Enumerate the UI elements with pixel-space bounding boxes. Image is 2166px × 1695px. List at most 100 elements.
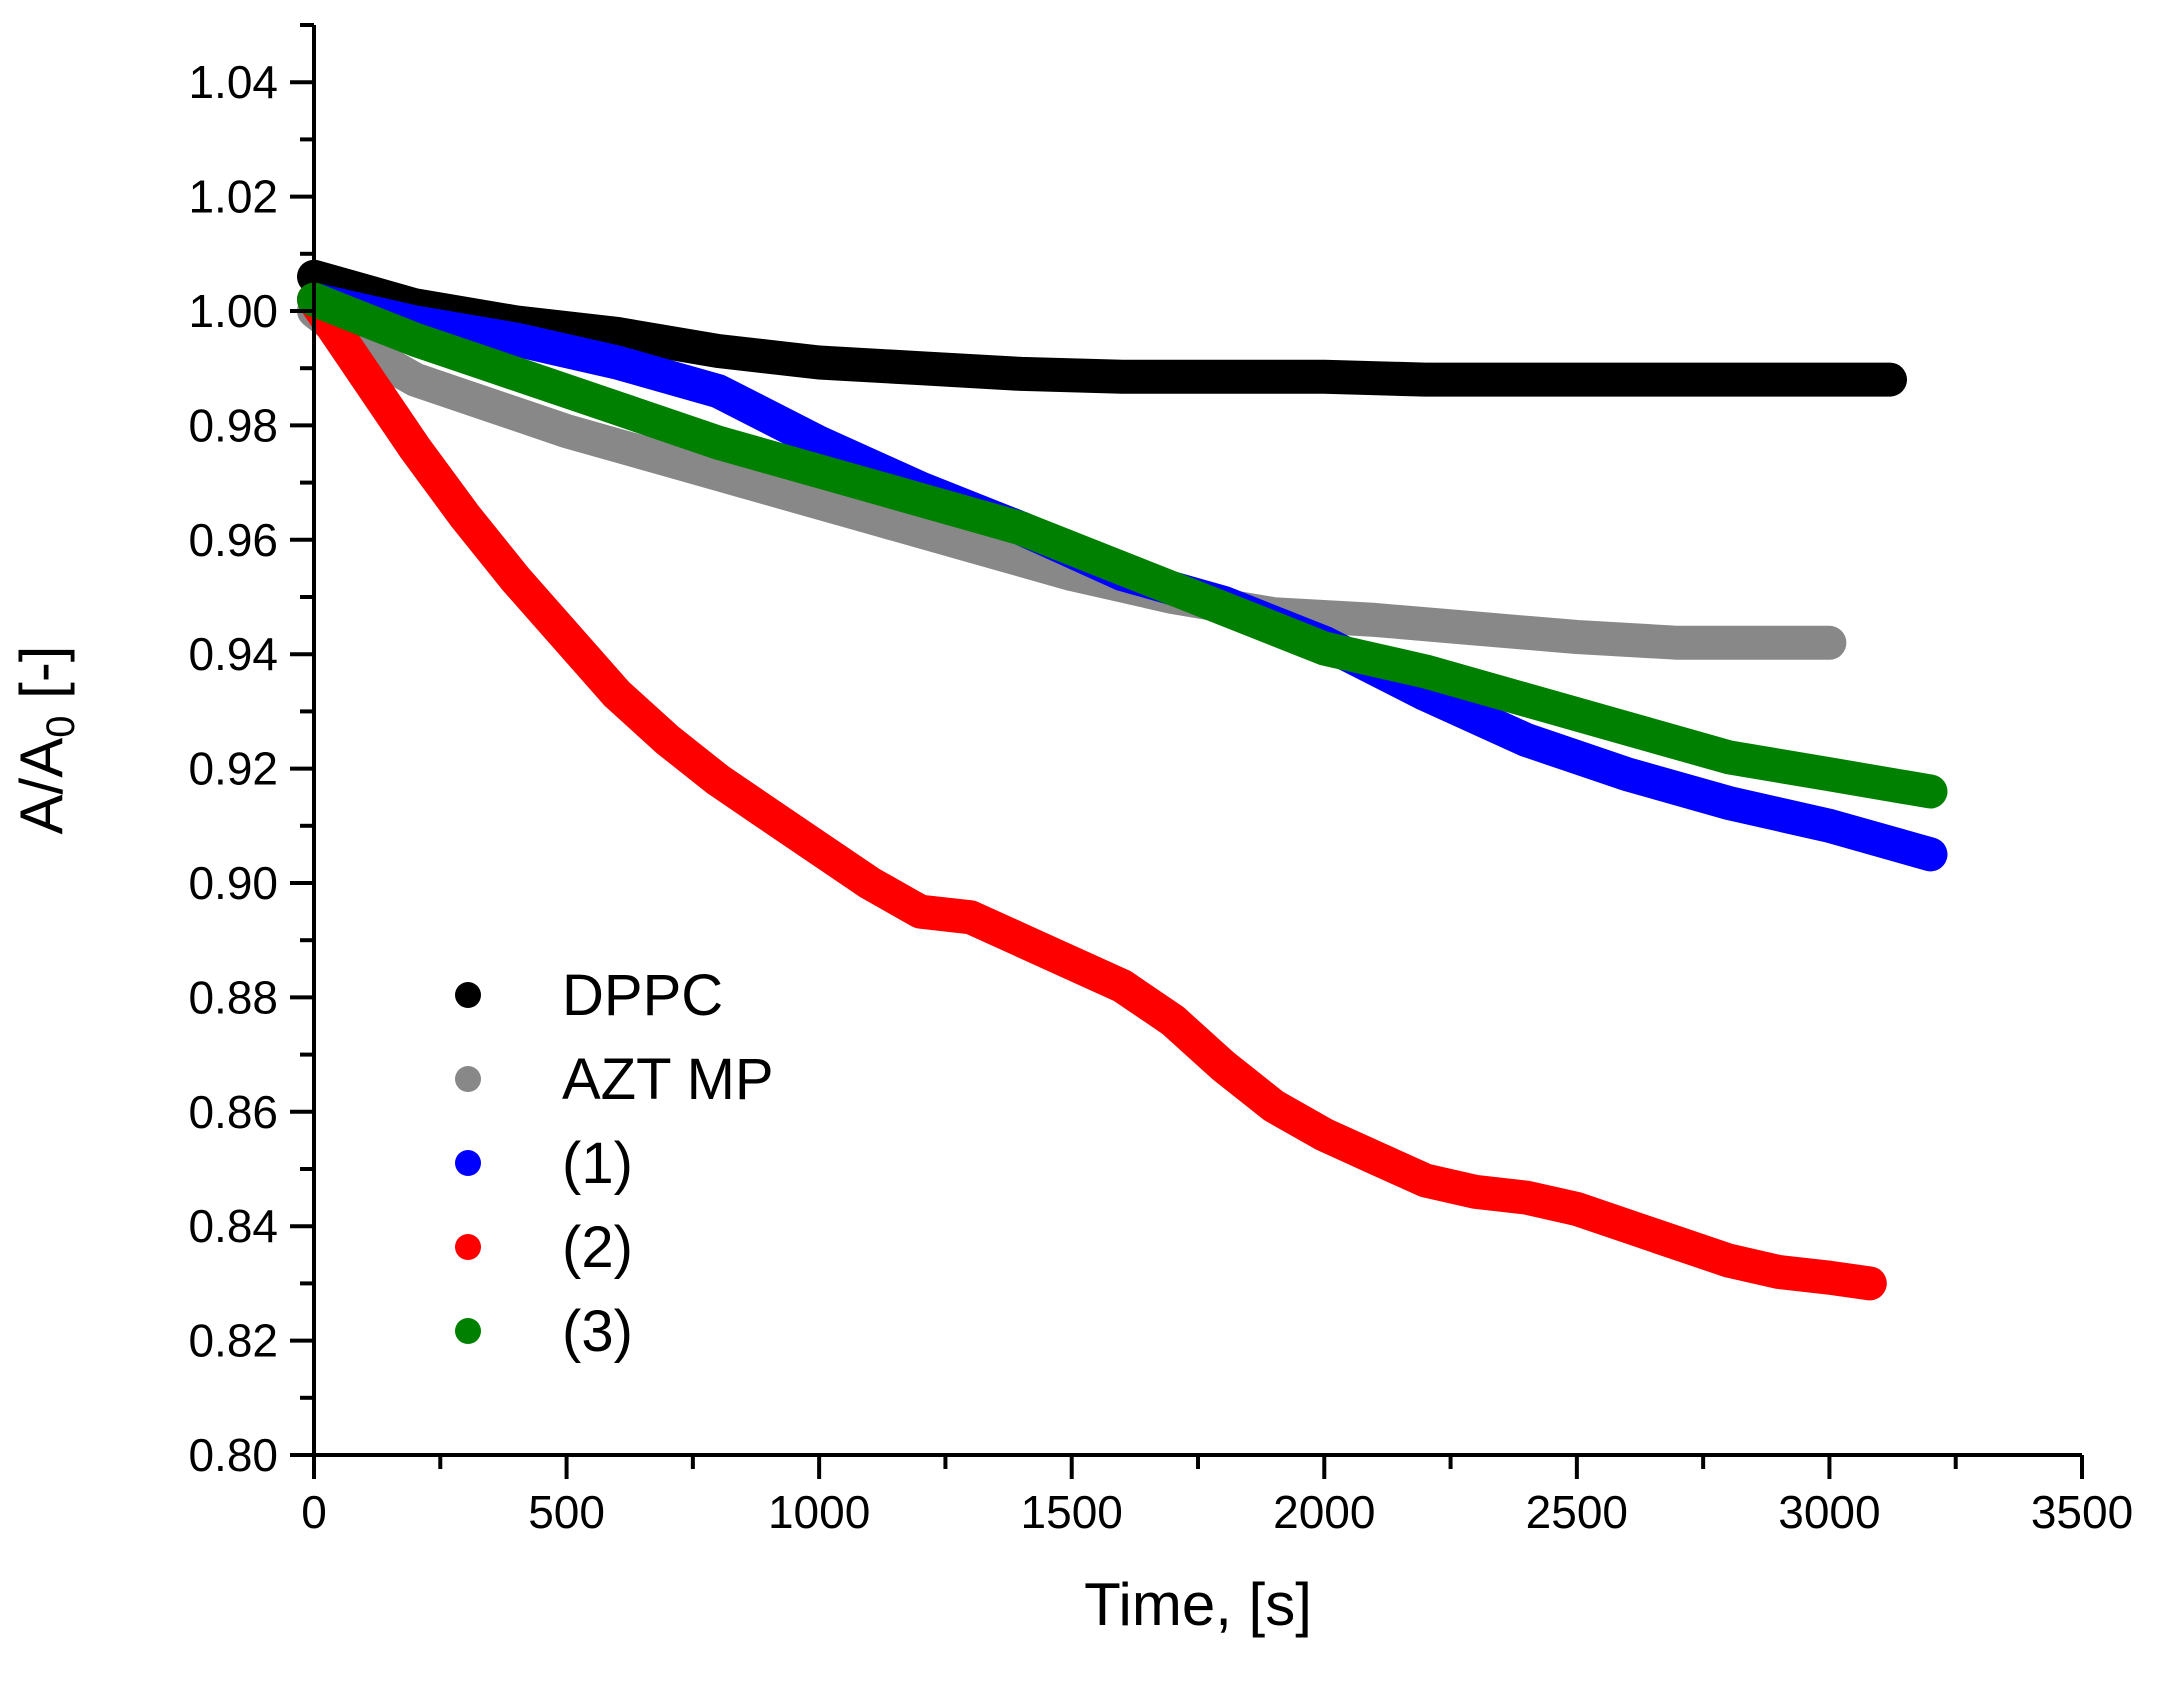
legend-item: (2) — [455, 1215, 633, 1280]
data-point — [804, 427, 835, 458]
data-point — [1713, 1245, 1744, 1276]
data-point — [1460, 613, 1491, 644]
x-tick-label: 3000 — [1778, 1486, 1880, 1538]
legend-label: (3) — [562, 1299, 633, 1364]
data-point — [854, 501, 885, 532]
data-point — [703, 765, 734, 796]
data-point — [1763, 627, 1794, 658]
data-point — [1258, 1091, 1289, 1122]
data-point — [1612, 759, 1643, 790]
data-point — [1410, 364, 1441, 395]
y-tick-label: 0.80 — [188, 1429, 278, 1481]
data-point — [1511, 684, 1542, 715]
y-tick-label: 1.04 — [188, 56, 278, 108]
data-point — [1915, 839, 1946, 870]
data-point — [1814, 364, 1845, 395]
data-point — [1612, 1211, 1643, 1242]
x-tick-label: 2000 — [1273, 1486, 1375, 1538]
y-axis-title: A/A0 [-] — [8, 646, 83, 835]
data-point — [1814, 810, 1845, 841]
data-point — [1208, 593, 1239, 624]
data-point — [955, 902, 986, 933]
x-axis-title: Time, [s] — [1084, 1571, 1312, 1638]
data-point — [501, 358, 532, 389]
legend-label: AZT MP — [562, 1047, 774, 1112]
data-point — [1854, 1268, 1885, 1299]
x-tick-label: 0 — [301, 1486, 327, 1538]
data-point — [1208, 1051, 1239, 1082]
data-point — [1511, 725, 1542, 755]
data-point — [1561, 1194, 1592, 1225]
data-point — [703, 336, 734, 367]
data-point — [551, 622, 582, 653]
data-point — [1157, 1005, 1188, 1036]
data-point — [602, 318, 633, 349]
data-point — [1763, 1256, 1794, 1287]
data-point — [1511, 1182, 1542, 1213]
data-point — [450, 381, 481, 412]
data-point — [1511, 364, 1542, 395]
legend-label: DPPC — [562, 963, 723, 1028]
data-point — [1410, 656, 1441, 687]
data-point — [400, 324, 431, 355]
series-layer — [297, 259, 1948, 1301]
x-tick-label: 3500 — [2031, 1486, 2133, 1538]
data-point — [1713, 787, 1744, 818]
data-point — [1612, 713, 1643, 744]
series-0 — [297, 259, 1907, 397]
legend-marker — [455, 982, 481, 1008]
axes-layer: 0 500 1000 1500 2000 2500 3000 3500 0.80 0.82 0.84… — [188, 23, 2133, 1538]
data-point — [1309, 1119, 1340, 1150]
legend-label: (2) — [562, 1215, 633, 1280]
data-point — [1875, 364, 1906, 395]
data-point — [551, 416, 582, 447]
data-point — [1612, 364, 1643, 395]
data-point — [450, 501, 481, 532]
x-tick-label: 2500 — [1526, 1486, 1628, 1538]
y-tick-label: 0.84 — [188, 1200, 278, 1252]
y-axis-title-subscript: 0 — [39, 716, 83, 738]
data-point — [602, 679, 633, 710]
y-tick-label: 0.82 — [188, 1315, 278, 1367]
data-point — [400, 364, 431, 395]
data-point — [1410, 1165, 1441, 1196]
data-point — [905, 896, 936, 927]
data-point — [1208, 361, 1239, 392]
x-tick-label: 1500 — [1021, 1486, 1123, 1538]
data-point — [804, 456, 835, 487]
data-point — [501, 324, 532, 355]
data-point — [804, 347, 835, 378]
data-point — [1309, 361, 1340, 392]
legend-item: (3) — [455, 1299, 633, 1364]
y-tick-label: 1.02 — [188, 171, 278, 223]
data-point — [1662, 1228, 1693, 1259]
legend-item: AZT MP — [455, 1047, 774, 1112]
x-tick-label: 500 — [528, 1486, 605, 1538]
data-point — [602, 347, 633, 378]
series-3 — [297, 282, 1887, 1301]
data-point — [1814, 759, 1845, 790]
data-point — [400, 433, 431, 464]
y-tick-label: 0.98 — [188, 399, 278, 451]
data-point — [1006, 358, 1037, 389]
data-point — [501, 564, 532, 595]
data-point — [1814, 1262, 1845, 1293]
legend-marker — [455, 1066, 481, 1092]
y-tick-label: 0.88 — [188, 971, 278, 1023]
legend: DPPC AZT MP (1) (2) (3) — [455, 963, 774, 1364]
legend-item: DPPC — [455, 963, 723, 1028]
data-point — [349, 358, 380, 389]
data-point — [1713, 364, 1744, 395]
legend-marker — [455, 1234, 481, 1260]
data-point — [955, 530, 986, 561]
x-tick-label: 1000 — [768, 1486, 870, 1538]
data-point — [1915, 776, 1946, 807]
data-point — [905, 353, 936, 384]
legend-marker — [455, 1318, 481, 1344]
series-4 — [297, 282, 1948, 809]
y-tick-label: 0.96 — [188, 514, 278, 566]
series-1 — [297, 294, 1847, 660]
data-point — [652, 725, 683, 755]
data-point — [854, 868, 885, 898]
y-tick-label: 0.92 — [188, 743, 278, 795]
